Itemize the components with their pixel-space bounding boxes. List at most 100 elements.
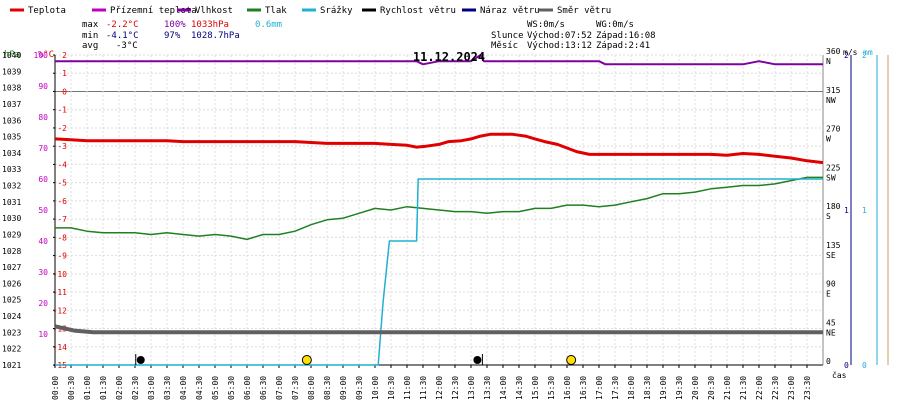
axis-title-temp: °C: [43, 50, 54, 60]
stats-avg-label: avg: [82, 41, 98, 51]
tick-label-time: 02:00: [115, 376, 124, 400]
tick-label-pct: 90: [38, 82, 48, 91]
x-axis-title: čas: [832, 370, 847, 380]
tick-label-dir: 360: [826, 47, 841, 56]
tick-label-time: 19:30: [675, 376, 684, 400]
series-line-Teplota: [54, 132, 824, 165]
legend-label: Náraz větru: [480, 6, 540, 16]
tick-label-time: 10:30: [387, 376, 396, 400]
tick-label-time: 16:00: [563, 376, 572, 400]
tick-label-hpa: 1027: [2, 263, 21, 272]
tick-label-dir-name: S: [826, 212, 831, 221]
tick-label-hpa: 1030: [2, 214, 21, 223]
tick-label-time: 21:30: [739, 376, 748, 400]
tick-label-dir-name: SW: [826, 173, 836, 182]
info-moon-set: Západ:2:41: [596, 41, 650, 51]
tick-label-temp: -5: [57, 179, 67, 188]
tick-label-mm: 1: [862, 206, 867, 215]
legend-label: Přízemní teplota: [110, 6, 197, 16]
tick-label-pct: 30: [38, 268, 48, 277]
info-ws: WS:0m/s: [527, 20, 565, 30]
tick-label-pct: 80: [38, 113, 48, 122]
tick-label-dir: 135: [826, 241, 841, 250]
tick-label-dir: 180: [826, 202, 841, 211]
tick-label-ms: 1: [844, 206, 849, 215]
stats-max-press: 1033hPa: [191, 20, 229, 30]
stats-avg-temp: -3°C: [116, 41, 138, 51]
axis-title-hpa: hPa: [4, 50, 20, 60]
tick-label-pct: 100: [34, 51, 49, 60]
tick-label-pct: 20: [38, 299, 48, 308]
tick-label-time: 18:30: [643, 376, 652, 400]
tick-label-time: 06:30: [259, 376, 268, 400]
stats-min-hum: 97%: [164, 31, 181, 41]
tick-label-pct: 70: [38, 144, 48, 153]
stats-max-temp: -2.2°C: [106, 20, 139, 30]
tick-label-time: 19:00: [659, 376, 668, 400]
stats-max-rain: 0.6mm: [255, 20, 282, 30]
tick-label-ms: 0: [844, 361, 849, 370]
tick-label-time: 20:00: [691, 376, 700, 400]
legend-label: Tlak: [265, 6, 287, 16]
axes: hPa1040103910381037103610351034103310321…: [2, 47, 889, 400]
tick-label-temp: -8: [57, 233, 67, 242]
tick-label-time: 08:00: [307, 376, 316, 400]
stats-min-press: 1028.7hPa: [191, 31, 240, 41]
marker-moonset: [136, 356, 145, 364]
tick-label-dir-name: E: [826, 290, 831, 299]
tick-label-time: 07:00: [275, 376, 284, 400]
tick-label-temp: -1: [57, 106, 67, 115]
info-moon-rise: Východ:13:12: [527, 41, 592, 51]
tick-label-hpa: 1028: [2, 247, 21, 256]
tick-label-time: 14:30: [515, 376, 524, 400]
tick-label-time: 11:30: [419, 376, 428, 400]
tick-label-dir: 315: [826, 86, 841, 95]
axis-title-pct: %: [38, 50, 44, 60]
tick-label-time: 17:00: [595, 376, 604, 400]
tick-label-time: 23:30: [803, 376, 812, 400]
tick-label-time: 03:00: [147, 376, 156, 400]
tick-label-time: 23:00: [787, 376, 796, 400]
legend-label: Srážky: [320, 6, 353, 16]
tick-label-dir-name: NE: [826, 328, 836, 337]
stats-min-temp: -4.1°C: [106, 31, 139, 41]
tick-label-time: 05:00: [211, 376, 220, 400]
tick-label-dir-name: NW: [826, 96, 836, 105]
tick-label-time: 00:30: [67, 376, 76, 400]
tick-label-time: 01:00: [83, 376, 92, 400]
tick-label-hpa: 1025: [2, 296, 21, 305]
tick-label-hpa: 1040: [2, 51, 21, 60]
tick-label-time: 12:00: [435, 376, 444, 400]
header: 11.12.2024 Teplota Přízemní teplotaVlhkost…: [10, 6, 656, 64]
tick-label-pct: 50: [38, 206, 48, 215]
tick-label-pct: 60: [38, 175, 48, 184]
tick-label-time: 14:00: [499, 376, 508, 400]
tick-label-hpa: 1036: [2, 116, 21, 125]
tick-label-temp: -9: [57, 252, 67, 261]
tick-label-time: 13:30: [483, 376, 492, 400]
tick-label-time: 03:30: [163, 376, 172, 400]
tick-label-hpa: 1029: [2, 230, 21, 239]
tick-label-time: 21:00: [723, 376, 732, 400]
tick-label-time: 09:00: [339, 376, 348, 400]
tick-label-temp: -4: [57, 160, 67, 169]
chart-title: 11.12.2024: [413, 50, 485, 64]
tick-label-time: 06:00: [243, 376, 252, 400]
axis-title-ms: m/s: [843, 48, 858, 57]
tick-label-time: 12:30: [451, 376, 460, 400]
tick-label-hpa: 1038: [2, 84, 21, 93]
legend-label: Teplota: [28, 6, 66, 16]
series-line-Srážky: [55, 178, 823, 366]
tick-label-temp: -2: [57, 124, 67, 133]
tick-label-hpa: 1037: [2, 100, 21, 109]
legend-label: Rychlost větru: [380, 6, 456, 16]
tick-label-dir: 225: [826, 163, 841, 172]
info-moon-label: Měsíc: [491, 41, 518, 51]
marker-sunrise: [301, 355, 312, 365]
info-sun-set: Západ:16:08: [596, 31, 656, 41]
stats-max-label: max: [82, 20, 99, 30]
tick-label-time: 00:00: [51, 376, 60, 400]
tick-label-time: 13:00: [467, 376, 476, 400]
tick-label-time: 09:30: [355, 376, 364, 400]
